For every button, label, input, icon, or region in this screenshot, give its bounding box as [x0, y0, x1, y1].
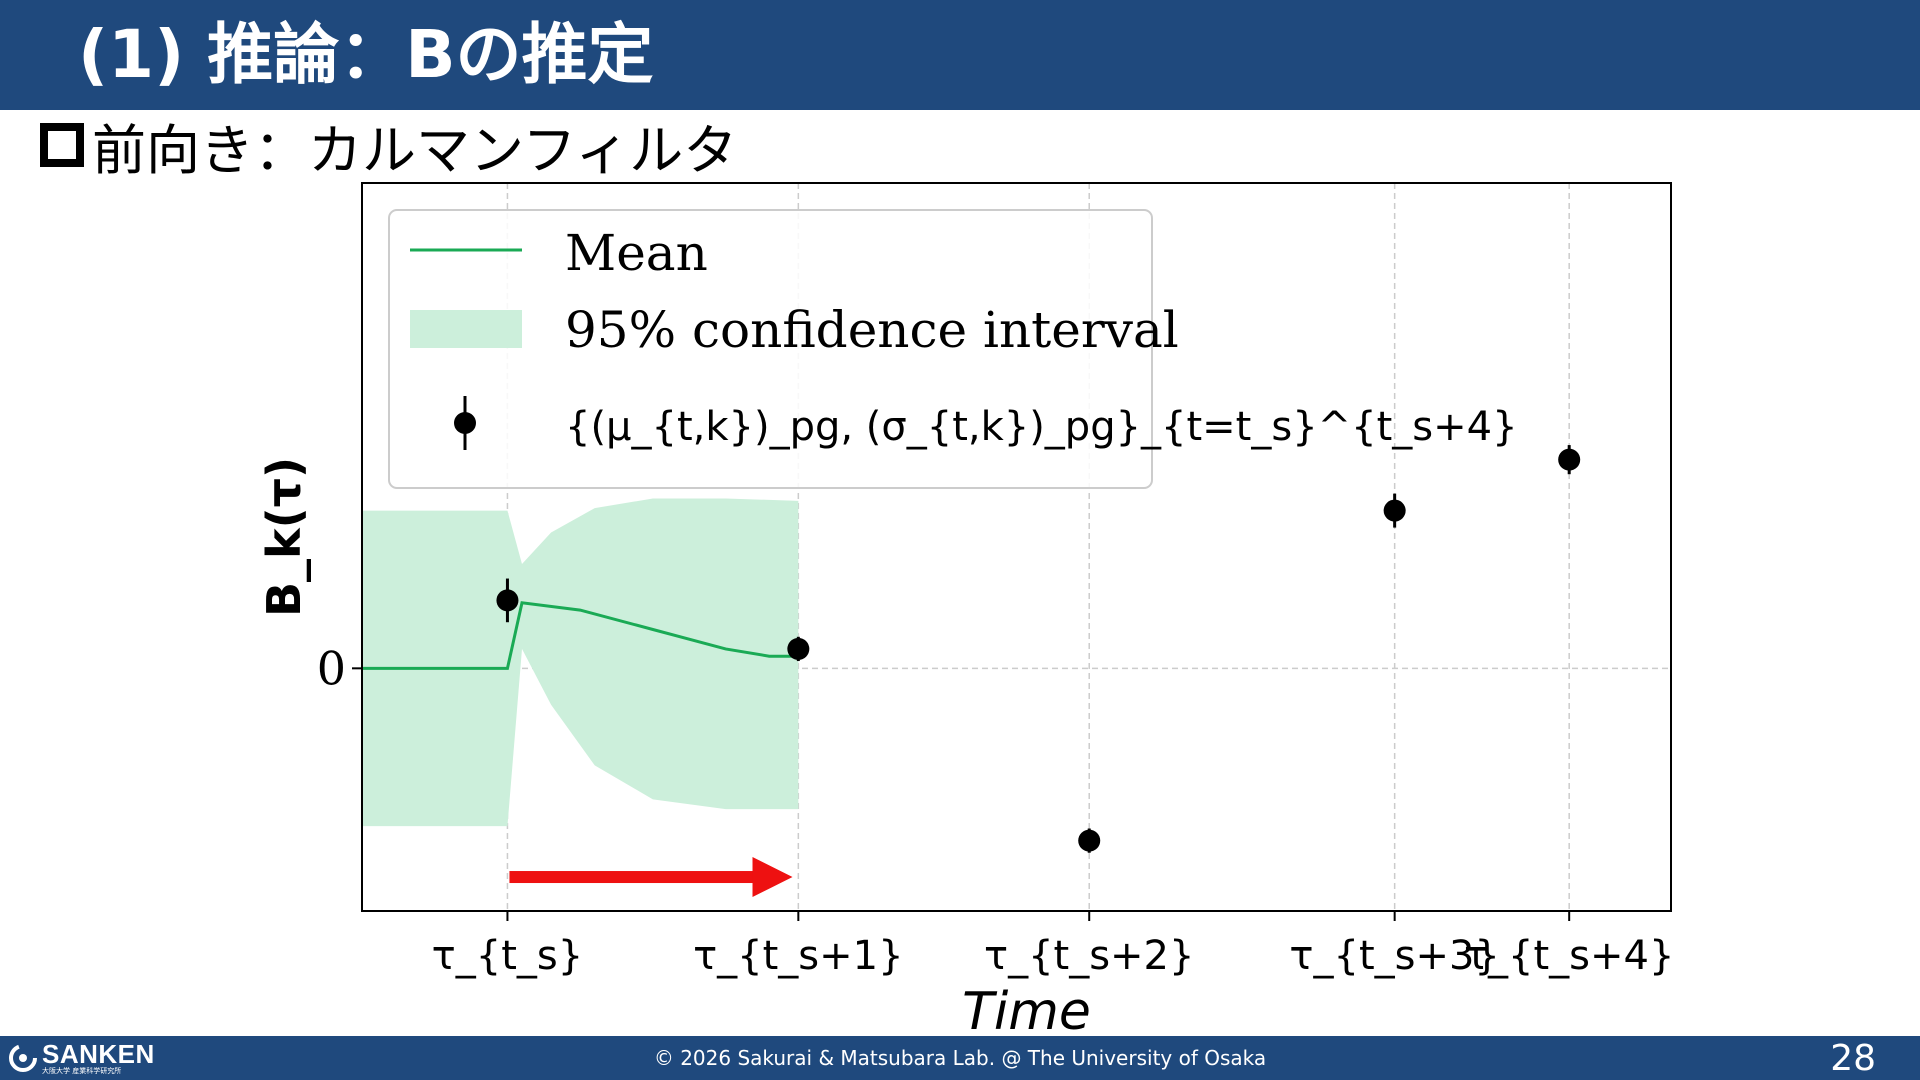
legend-frame [388, 209, 1153, 489]
sanken-logo: SANKEN 大阪大学 産業科学研究所 [8, 1038, 155, 1078]
plot-area: τ_{t_s} τ_{t_s+1} τ_{t_s+2} τ_{t_s+3}τ_{t_s… [257, 182, 1674, 1040]
footer-bar [0, 1036, 1920, 1080]
x-axis-label: Time [962, 982, 1091, 1040]
logo-name: SANKEN [42, 1039, 155, 1069]
forward-arrow-head [752, 857, 793, 898]
kalman-filter-chart: τ_{t_s} τ_{t_s+1} τ_{t_s+2} τ_{t_s+3}τ_{t_s… [257, 182, 1674, 1040]
plot-frame [361, 182, 1672, 912]
page-number: 28 [1830, 1038, 1876, 1079]
chart-legend: Mean 95% confidence interval {(μ_{t,k})_… [388, 209, 1518, 489]
x-tick-label: τ_{t_s} [432, 933, 584, 979]
legend-errorbar-swatch-dot [454, 412, 476, 434]
observation-point [1383, 499, 1406, 522]
copyright-text: © 2026 Sakurai & Matsubara Lab. @ The Un… [653, 1046, 1267, 1070]
observation-point [496, 589, 519, 612]
observation-point [1558, 448, 1581, 471]
sanken-logo-icon [9, 1044, 37, 1072]
x-tick-label: τ_{t_s+4} [1464, 933, 1674, 979]
observation-point [1078, 829, 1101, 852]
legend-band-label: 95% confidence interval [565, 301, 1179, 359]
confidence-band [362, 498, 799, 827]
bullet-line: 前向き：カルマンフィルタ [40, 110, 737, 182]
mean-line [362, 601, 799, 670]
legend-observation-label: {(μ_{t,k})_pg, (σ_{t,k})_pg}_{t=t_s}^{t_… [565, 404, 1518, 450]
x-tick-label: τ_{t_s+1} [693, 933, 903, 979]
forward-arrow-shaft [509, 871, 757, 884]
slide-title: (1) 推論：Bの推定 [78, 16, 654, 93]
x-tick-label: τ_{t_s+2} [984, 933, 1194, 979]
bullet-square-icon [40, 123, 84, 167]
legend-band-swatch [410, 310, 522, 348]
bullet-text: 前向き：カルマンフィルタ [92, 118, 738, 182]
observation-point [787, 637, 810, 660]
y-tick-label: 0 [317, 641, 346, 695]
legend-mean-label: Mean [565, 224, 708, 282]
x-tick-label: τ_{t_s+3} [1289, 933, 1499, 979]
y-axis-label: B_k(τ) [257, 457, 311, 617]
header-bar [0, 0, 1920, 110]
logo-subtitle: 大阪大学 産業科学研究所 [42, 1067, 122, 1075]
